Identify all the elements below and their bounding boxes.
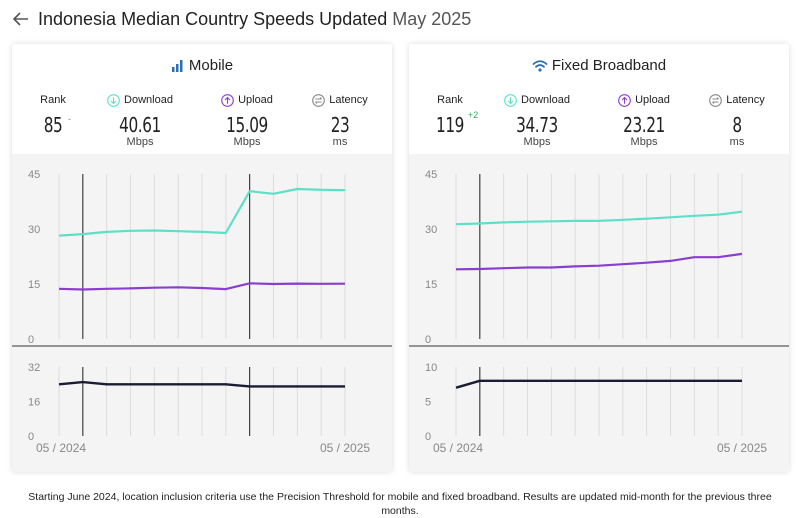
fixed-upload-label-text: Upload <box>635 94 670 106</box>
mobile-x-start-label: 05 / 2024 <box>36 441 86 455</box>
mobile-card: Mobile Rank 85 - Download 40.61 Mbps Upl… <box>12 44 392 472</box>
mobile-download-stat: Download 40.61 Mbps <box>100 93 180 148</box>
fixed-speed-upload-line <box>455 252 743 271</box>
fixed-rank-value: 119 <box>436 113 464 137</box>
download-icon <box>107 93 120 107</box>
fixed-rank-change: +2 <box>468 110 479 120</box>
fixed-rank-stat: Rank 119 +2 <box>427 93 478 137</box>
fixed-latency-ytick-label: 0 <box>425 431 431 443</box>
download-icon <box>504 93 517 107</box>
fixed-x-start-label: 05 / 2024 <box>433 441 483 455</box>
fixed-speed-ytick-label: 0 <box>425 334 431 346</box>
wifi-icon <box>532 59 548 72</box>
fixed-latency-latency-line <box>455 379 742 389</box>
fixed-upload-stat: Upload 23.21 Mbps <box>604 93 684 148</box>
mobile-upload-label-text: Upload <box>238 94 273 106</box>
fixed-upload-label: Upload <box>604 93 684 107</box>
fixed-download-unit: Mbps <box>523 136 551 148</box>
footer-note: Starting June 2024, location inclusion c… <box>28 491 772 517</box>
upload-icon <box>618 93 631 107</box>
fixed-card: Fixed Broadband Rank 119 +2 Download 34.… <box>409 44 789 472</box>
fixed-latency-unit: ms <box>729 136 745 148</box>
fixed-speed-ytick-label: 30 <box>425 224 437 236</box>
mobile-rank-change: - <box>68 114 71 124</box>
mobile-speed-ytick-label: 0 <box>28 334 34 346</box>
fixed-latency-value: 8 <box>732 113 742 137</box>
mobile-latency-label-text: Latency <box>329 94 368 106</box>
fixed-speed-download-line <box>455 210 743 226</box>
mobile-speed-ytick-label: 45 <box>28 169 40 181</box>
fixed-download-stat: Download 34.73 Mbps <box>497 93 577 148</box>
mobile-upload-label: Upload <box>207 93 287 107</box>
mobile-speed-ytick-label: 15 <box>28 279 40 291</box>
mobile-upload-stat: Upload 15.09 Mbps <box>207 93 287 148</box>
fixed-latency-label: Latency <box>697 93 777 107</box>
fixed-download-value: 34.73 <box>516 113 558 137</box>
mobile-download-label-text: Download <box>124 94 173 106</box>
fixed-upload-unit: Mbps <box>630 136 658 148</box>
latency-icon <box>709 93 723 107</box>
mobile-latency-label: Latency <box>300 93 380 107</box>
mobile-latency-ytick-label: 0 <box>28 431 34 443</box>
mobile-latency-unit: ms <box>332 136 348 148</box>
fixed-x-end-label: 05 / 2025 <box>717 441 767 455</box>
fixed-card-title: Fixed Broadband <box>409 57 789 74</box>
signal-bars-icon <box>171 59 183 72</box>
fixed-download-label-text: Download <box>521 94 570 106</box>
mobile-x-end-label: 05 / 2025 <box>320 441 370 455</box>
mobile-download-label: Download <box>100 93 180 107</box>
mobile-rank-label: Rank <box>40 94 66 106</box>
mobile-speed-download-line <box>58 187 346 237</box>
page-title: Indonesia Median Country Speeds Updated M… <box>38 9 471 30</box>
back-arrow-icon[interactable] <box>12 10 30 28</box>
header: Indonesia Median Country Speeds Updated M… <box>12 8 471 30</box>
fixed-latency-ytick-label: 10 <box>425 362 437 374</box>
mobile-speed-ytick-label: 30 <box>28 224 40 236</box>
fixed-speed-ytick-label: 15 <box>425 279 437 291</box>
mobile-rank-value: 85 <box>43 113 63 137</box>
fixed-latency-stat: Latency 8 ms <box>697 93 777 148</box>
mobile-latency-latency-line <box>58 380 345 388</box>
fixed-speed-ytick-label: 45 <box>425 169 437 181</box>
mobile-title-label: Mobile <box>188 57 234 74</box>
mobile-download-unit: Mbps <box>126 136 154 148</box>
fixed-chart-area: 45 30 15 0 10 5 0 05 / 2024 05 / 2025 <box>409 154 789 472</box>
mobile-chart-area: 45 30 15 0 32 16 0 05 / 2024 05 / 2025 <box>12 154 392 472</box>
fixed-latency-ytick-label: 5 <box>425 397 431 409</box>
fixed-rank-label: Rank <box>437 94 463 106</box>
page-title-date: May 2025 <box>392 8 472 29</box>
mobile-latency-value: 23 <box>330 113 350 137</box>
fixed-upload-value: 23.21 <box>623 113 665 137</box>
mobile-card-title: Mobile <box>12 57 392 74</box>
fixed-latency-label-text: Latency <box>726 94 765 106</box>
upload-icon <box>221 93 234 107</box>
mobile-speed-upload-line <box>58 282 346 291</box>
mobile-latency-stat: Latency 23 ms <box>300 93 380 148</box>
mobile-upload-value: 15.09 <box>226 113 268 137</box>
latency-icon <box>312 93 326 107</box>
mobile-upload-unit: Mbps <box>233 136 261 148</box>
mobile-latency-ytick-label: 32 <box>28 362 40 374</box>
mobile-latency-ytick-label: 16 <box>28 397 40 409</box>
fixed-download-label: Download <box>497 93 577 107</box>
mobile-rank-stat: Rank 85 - <box>30 93 76 137</box>
mobile-download-value: 40.61 <box>119 113 161 137</box>
page-title-text: Indonesia Median Country Speeds Updated <box>38 8 388 29</box>
fixed-title-label: Fixed Broadband <box>551 57 667 74</box>
